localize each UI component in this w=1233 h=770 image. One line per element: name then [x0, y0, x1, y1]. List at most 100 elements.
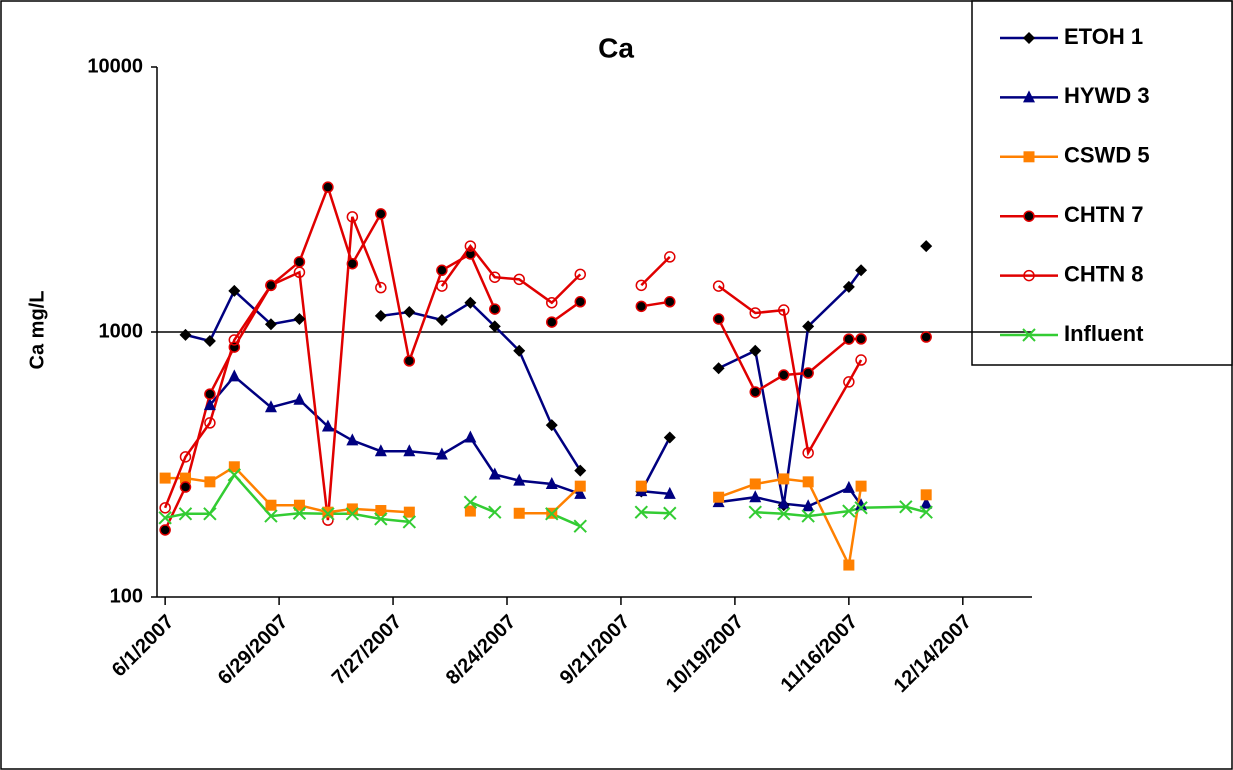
marker — [179, 472, 191, 484]
legend-label: ETOH 1 — [1064, 24, 1143, 49]
marker — [843, 559, 855, 571]
marker — [265, 279, 277, 292]
marker — [265, 499, 277, 511]
marker — [374, 444, 387, 457]
marker — [778, 473, 790, 485]
marker — [802, 476, 814, 488]
marker — [843, 376, 855, 388]
marker — [855, 498, 868, 511]
marker — [920, 331, 932, 343]
marker — [159, 524, 171, 536]
marker — [749, 386, 762, 398]
marker — [322, 506, 334, 518]
marker — [574, 480, 586, 492]
series-line — [164, 472, 927, 528]
legend-label: CHTN 7 — [1064, 202, 1143, 227]
marker — [293, 266, 306, 279]
marker — [374, 512, 388, 526]
marker — [322, 181, 334, 193]
marker — [920, 496, 933, 509]
marker — [346, 503, 358, 515]
marker — [574, 486, 587, 499]
marker — [292, 506, 307, 520]
marker — [513, 507, 525, 519]
marker — [749, 478, 761, 490]
legend-label: Influent — [1064, 321, 1144, 346]
marker — [777, 304, 790, 316]
marker — [899, 500, 913, 514]
marker — [436, 264, 448, 277]
marker — [801, 509, 815, 523]
marker — [321, 419, 334, 432]
chart-title: Ca — [598, 32, 634, 63]
y-tick-label: 10000 — [87, 55, 143, 77]
marker — [635, 279, 648, 292]
marker — [436, 280, 448, 292]
marker — [264, 318, 277, 331]
marker — [264, 509, 278, 523]
marker — [204, 388, 216, 400]
marker — [464, 296, 477, 309]
marker — [488, 467, 501, 480]
marker — [713, 491, 725, 503]
marker — [920, 240, 933, 253]
marker — [227, 468, 242, 482]
marker — [179, 481, 192, 493]
marker — [712, 280, 725, 292]
marker — [749, 307, 762, 319]
marker — [178, 507, 193, 521]
marker — [203, 507, 217, 521]
marker — [712, 313, 725, 325]
marker — [403, 305, 416, 318]
legend-label: CSWD 5 — [1064, 143, 1150, 168]
marker — [228, 284, 241, 297]
marker — [574, 464, 587, 477]
marker — [293, 499, 305, 511]
marker — [228, 334, 241, 346]
marker — [802, 447, 814, 459]
marker — [854, 501, 868, 515]
legend-marker — [1023, 269, 1035, 282]
legend-marker — [1022, 328, 1036, 342]
marker — [435, 313, 448, 326]
y-axis-label: Ca mg/L — [26, 291, 48, 370]
marker — [204, 417, 216, 429]
marker — [346, 433, 359, 446]
marker — [855, 264, 868, 277]
marker — [634, 505, 649, 519]
marker — [403, 444, 416, 457]
marker — [777, 496, 790, 509]
marker — [777, 507, 791, 521]
marker — [712, 362, 725, 375]
marker — [203, 398, 216, 411]
marker — [464, 505, 476, 517]
marker — [748, 505, 762, 519]
marker — [843, 333, 855, 345]
marker — [545, 419, 558, 432]
marker — [435, 447, 448, 460]
marker — [159, 502, 171, 514]
marker — [464, 430, 477, 443]
marker — [158, 511, 172, 525]
marker — [374, 309, 387, 322]
marker — [855, 333, 867, 345]
marker — [802, 499, 815, 512]
legend-label: CHTN 8 — [1064, 261, 1143, 286]
marker — [802, 320, 815, 333]
marker — [203, 334, 216, 347]
marker — [463, 495, 478, 509]
marker — [855, 480, 867, 492]
marker — [159, 472, 171, 484]
marker — [464, 240, 477, 252]
marker — [488, 320, 501, 333]
marker — [293, 392, 306, 405]
marker — [777, 369, 790, 381]
legend-marker — [1023, 151, 1035, 163]
marker — [489, 271, 501, 283]
marker — [513, 344, 526, 357]
marker — [574, 296, 587, 308]
marker — [749, 490, 762, 503]
marker — [546, 316, 558, 328]
marker — [842, 280, 855, 293]
marker — [375, 281, 387, 294]
